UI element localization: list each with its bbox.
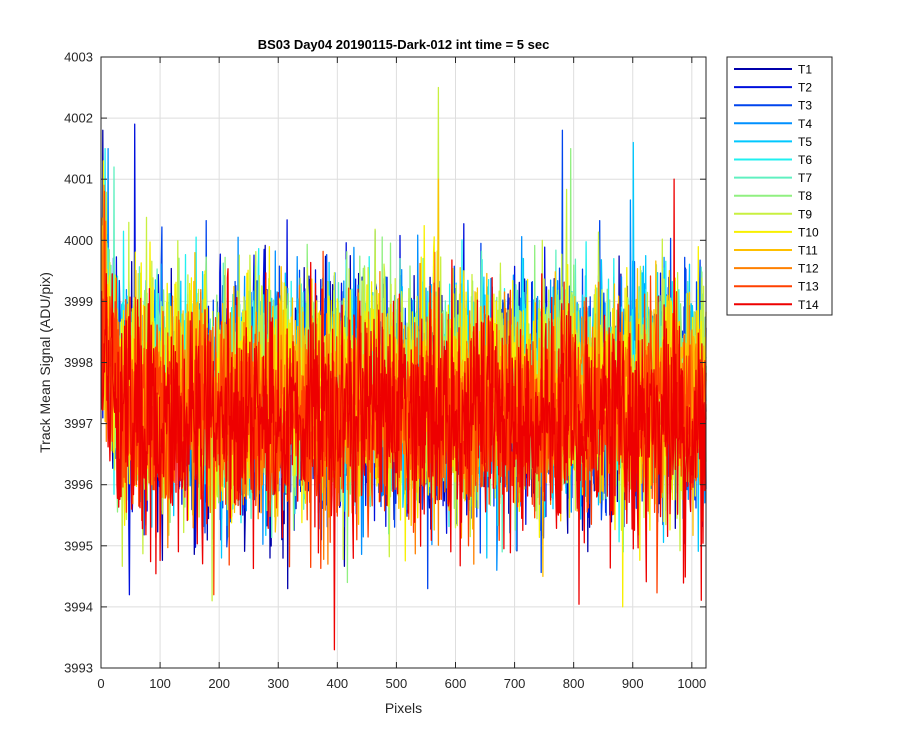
y-tick-label: 4000 xyxy=(64,233,93,248)
legend-label-t1: T1 xyxy=(798,63,812,77)
y-tick-label: 3996 xyxy=(64,477,93,492)
plot-series xyxy=(100,86,707,651)
legend-label-t12: T12 xyxy=(798,262,819,276)
x-tick-label: 300 xyxy=(267,676,289,691)
y-axis-ticks: 3993 3994 3995 3996 3997 3998 3999 4000 4001 4002… xyxy=(64,50,706,676)
y-tick-label: 4001 xyxy=(64,172,93,187)
legend-label-t14: T14 xyxy=(798,298,819,312)
y-tick-label: 3993 xyxy=(64,661,93,676)
y-tick-label: 3995 xyxy=(64,538,93,553)
y-tick-label: 4003 xyxy=(64,50,93,65)
y-tick-label: 3999 xyxy=(64,294,93,309)
series-line-t14 xyxy=(100,178,707,651)
legend-label-t13: T13 xyxy=(798,280,819,294)
legend: T1 T2 T3 T4 T5 T6 T7 T8 T9 T10 T11 T12 T13 T14 xyxy=(726,56,833,316)
series-line-t13 xyxy=(100,190,707,596)
legend-label-t11: T11 xyxy=(798,244,818,258)
x-tick-label: 700 xyxy=(504,676,526,691)
legend-label-t5: T5 xyxy=(798,135,812,149)
legend-label-t8: T8 xyxy=(798,189,812,203)
x-tick-label: 900 xyxy=(622,676,644,691)
y-axis-label: Track Mean Signal (ADU/pix) xyxy=(37,272,53,453)
legend-label-t2: T2 xyxy=(798,81,812,95)
y-tick-label: 3997 xyxy=(64,416,93,431)
x-tick-label: 1000 xyxy=(677,676,706,691)
y-tick-label: 3998 xyxy=(64,355,93,370)
x-axis-ticks: 0 100 200 300 400 500 600 700 800 900 1000 xyxy=(97,57,706,691)
legend-label-t7: T7 xyxy=(798,171,812,185)
x-tick-label: 400 xyxy=(326,676,348,691)
legend-label-t10: T10 xyxy=(798,225,819,239)
x-tick-label: 100 xyxy=(149,676,171,691)
x-tick-label: 600 xyxy=(445,676,467,691)
legend-label-t3: T3 xyxy=(798,99,812,113)
chart-title: BS03 Day04 20190115-Dark-012 int time = … xyxy=(258,37,550,52)
x-tick-label: 500 xyxy=(386,676,408,691)
legend-label-t4: T4 xyxy=(798,117,812,131)
legend-label-t6: T6 xyxy=(798,153,812,167)
y-tick-label: 3994 xyxy=(64,599,93,614)
legend-box xyxy=(726,56,833,316)
x-tick-label: 800 xyxy=(563,676,585,691)
x-axis-label: Pixels xyxy=(385,700,422,716)
y-tick-label: 4002 xyxy=(64,111,93,126)
legend-label-t9: T9 xyxy=(798,207,812,221)
x-tick-label: 0 xyxy=(97,676,104,691)
x-tick-label: 200 xyxy=(208,676,230,691)
